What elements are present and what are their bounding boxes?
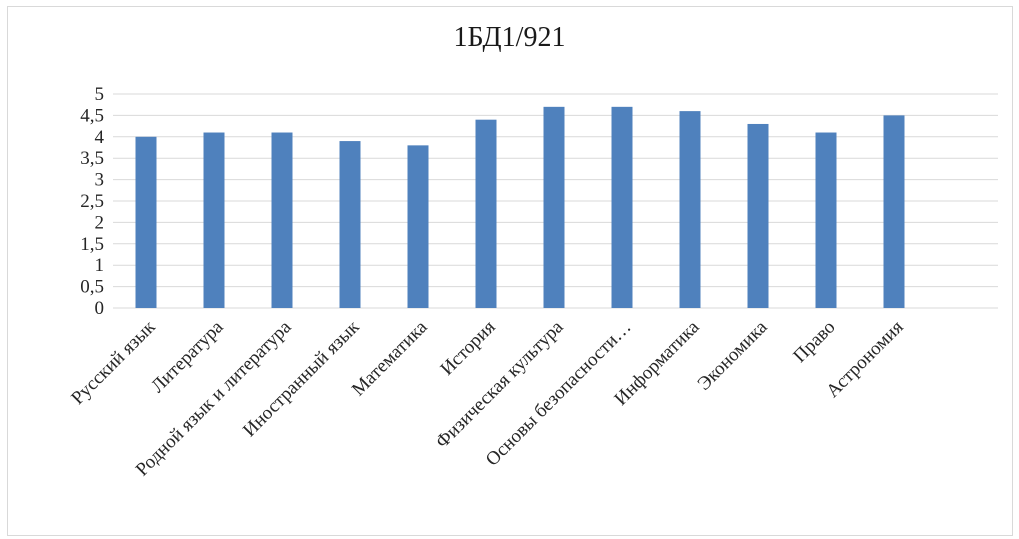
x-category-label: Иностранный язык (239, 316, 364, 441)
bar (611, 106, 633, 308)
y-tick-label: 0 (95, 298, 105, 319)
y-tick-label: 1,5 (80, 234, 104, 255)
bar (271, 132, 293, 308)
y-tick-label: 0,5 (80, 277, 104, 298)
bar (135, 136, 157, 308)
bar (883, 115, 905, 309)
bar (339, 141, 361, 308)
x-category-label: История (437, 317, 500, 380)
y-tick-label: 2 (95, 212, 105, 233)
bar (475, 119, 497, 309)
y-tick-label: 3 (95, 170, 105, 191)
y-tick-label: 2,5 (80, 191, 104, 212)
bar (679, 111, 701, 309)
bar (815, 132, 837, 308)
bar (407, 145, 429, 308)
chart-title: 1БД1/921 (453, 22, 566, 53)
x-category-label: Русский язык (67, 316, 160, 409)
x-category-label: Право (789, 317, 839, 367)
x-category-label: Физическая культура (432, 316, 568, 452)
y-tick-label: 5 (95, 84, 105, 105)
y-tick-label: 3,5 (80, 148, 104, 169)
x-category-label: Экономика (694, 316, 772, 394)
bar (543, 106, 565, 308)
bar (203, 132, 225, 308)
y-tick-label: 4,5 (80, 105, 104, 126)
bars (135, 106, 905, 309)
y-tick-label: 4 (95, 127, 105, 148)
y-axis-ticks: 00,511,522,533,544,55 (80, 84, 104, 319)
bar (747, 123, 769, 309)
y-tick-label: 1 (95, 255, 105, 276)
